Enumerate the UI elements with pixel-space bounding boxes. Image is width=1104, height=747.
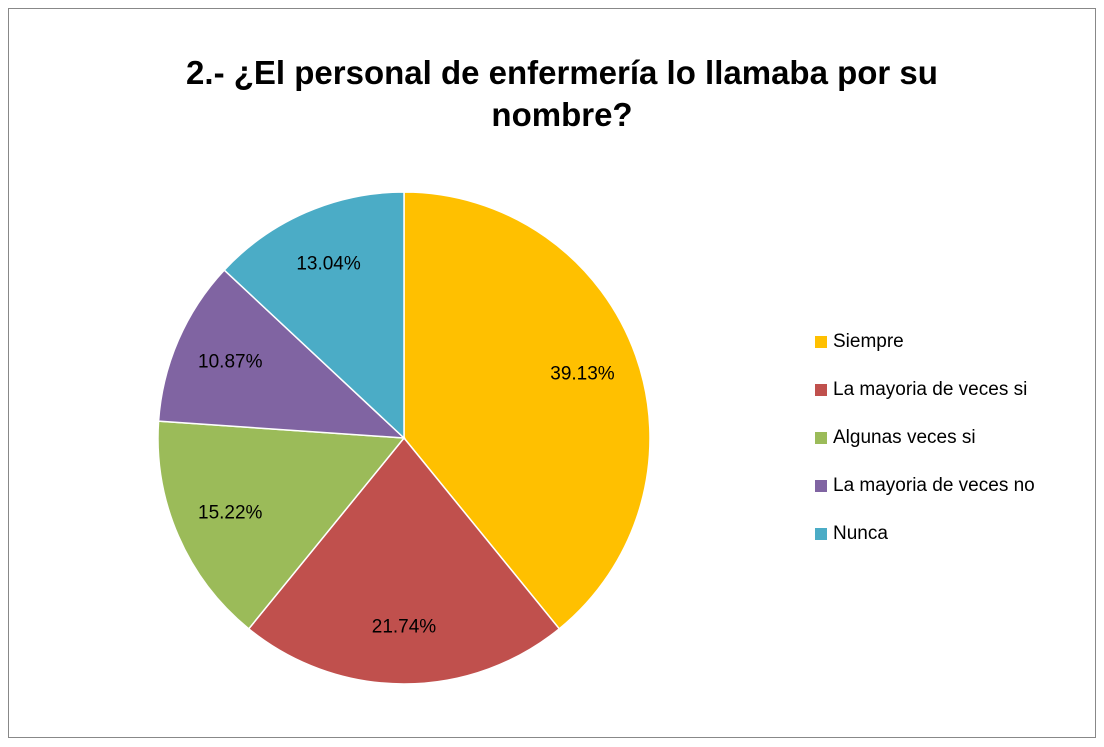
legend-swatch (815, 384, 827, 396)
legend-label: Algunas veces si (833, 427, 976, 448)
data-label: 13.04% (296, 253, 361, 274)
pie-slice (157, 420, 406, 630)
legend-swatch (815, 480, 827, 492)
data-label: 39.13% (550, 364, 615, 385)
legend-swatch (815, 528, 827, 540)
pie-slice (403, 191, 651, 630)
data-label: 15.22% (198, 502, 263, 523)
legend-label: La mayoria de veces no (833, 475, 1035, 496)
legend-swatch (815, 336, 827, 348)
legend-label: Siempre (833, 331, 904, 352)
pie-slice (247, 436, 561, 685)
chart-title: 2.- ¿El personal de enfermería lo llamab… (186, 54, 938, 133)
chart-frame (8, 8, 1096, 738)
legend-label: La mayoria de veces si (833, 379, 1027, 400)
data-label: 10.87% (198, 352, 263, 373)
legend-swatch (815, 432, 827, 444)
pie-slice (223, 191, 405, 440)
legend-label: Nunca (833, 523, 888, 544)
data-label: 21.74% (372, 616, 437, 637)
pie-slice (157, 268, 407, 439)
